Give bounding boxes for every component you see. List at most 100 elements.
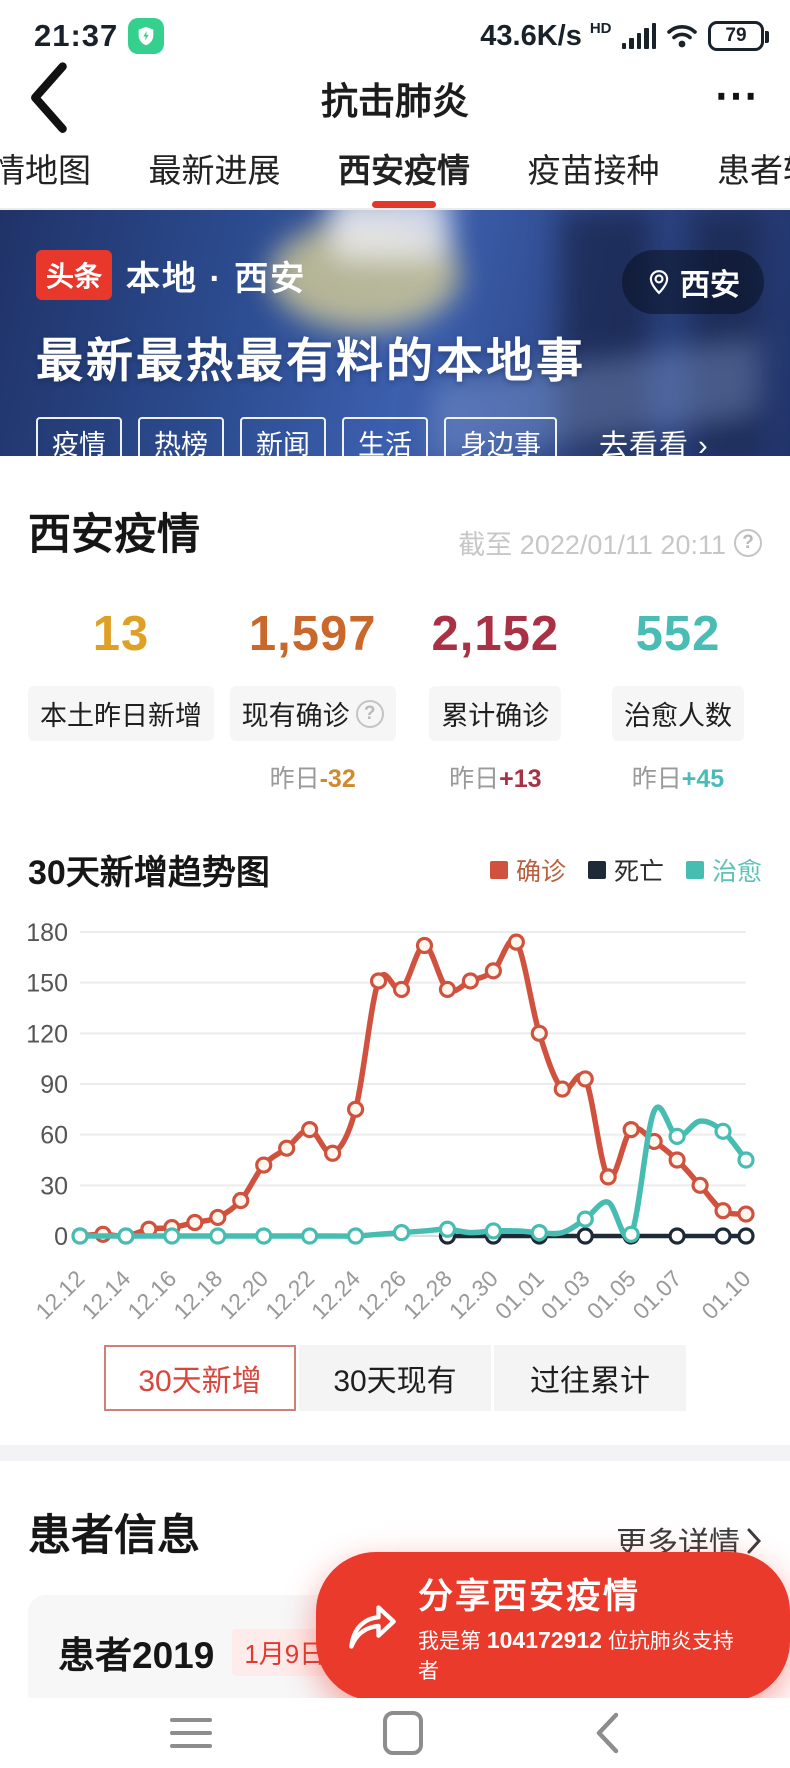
active-tab-underline bbox=[372, 201, 436, 208]
svg-text:01.10: 01.10 bbox=[696, 1265, 755, 1324]
chart-title: 30天新增趋势图 bbox=[28, 854, 270, 892]
svg-text:12.20: 12.20 bbox=[214, 1265, 273, 1324]
nav-back-icon[interactable] bbox=[594, 1712, 620, 1754]
svg-text:01.07: 01.07 bbox=[628, 1265, 687, 1324]
as-of-timestamp: 截至 2022/01/11 20:11 ? bbox=[458, 523, 762, 562]
stat-value: 552 bbox=[635, 607, 721, 661]
status-bar: 21:37 43.6K/s HD 79 bbox=[0, 0, 790, 62]
stat-累计确诊: 2,152 累计确诊昨日+13 bbox=[411, 606, 579, 793]
svg-text:12.24: 12.24 bbox=[306, 1265, 365, 1324]
home-icon[interactable] bbox=[383, 1711, 423, 1755]
stat-value: 13 bbox=[92, 607, 150, 661]
banner-art bbox=[330, 210, 450, 260]
city-pill[interactable]: 西安 bbox=[622, 250, 764, 314]
stat-本土昨日新增: 13 本土昨日新增 bbox=[28, 606, 214, 791]
section-divider bbox=[0, 1445, 790, 1461]
tab-情地图[interactable]: 情地图 bbox=[0, 152, 91, 189]
chart-mode-button-过往累计[interactable]: 过往累计 bbox=[494, 1345, 686, 1411]
svg-text:12.14: 12.14 bbox=[76, 1265, 135, 1324]
stat-label: 现有确诊? bbox=[229, 686, 396, 741]
page-title: 抗击肺炎 bbox=[321, 81, 469, 122]
stat-label: 本土昨日新增 bbox=[28, 686, 214, 741]
wifi-icon bbox=[666, 23, 698, 49]
svg-text:12.18: 12.18 bbox=[168, 1265, 227, 1324]
tab-最新进展[interactable]: 最新进展 bbox=[148, 152, 281, 189]
svg-text:12.26: 12.26 bbox=[352, 1265, 411, 1324]
back-icon[interactable] bbox=[26, 62, 70, 134]
stat-delta: 昨日+13 bbox=[449, 765, 542, 793]
trend-chart-section: 30天新增趋势图 确诊 死亡 治愈 0 30 60 90 120 150 180 12.12 12.… bbox=[0, 817, 790, 1411]
legend-swatch bbox=[587, 860, 606, 879]
svg-text:150: 150 bbox=[28, 970, 68, 998]
svg-text:180: 180 bbox=[28, 919, 68, 947]
chevron-right-icon bbox=[747, 1528, 762, 1553]
chart-mode-button-30天现有[interactable]: 30天现有 bbox=[299, 1345, 491, 1411]
banner-cta[interactable]: 去看看 › bbox=[599, 429, 709, 457]
more-icon[interactable]: ⋯ bbox=[714, 71, 762, 120]
security-shield-icon bbox=[128, 18, 165, 54]
tab-疫苗接种[interactable]: 疫苗接种 bbox=[527, 152, 660, 189]
legend-确诊: 确诊 bbox=[489, 852, 566, 888]
banner-headline: 最新最热最有料的本地事 bbox=[36, 334, 586, 387]
svg-text:12.22: 12.22 bbox=[260, 1265, 319, 1324]
svg-text:120: 120 bbox=[28, 1020, 68, 1048]
hd-icon: HD bbox=[589, 19, 612, 37]
svg-text:12.30: 12.30 bbox=[444, 1265, 503, 1324]
svg-text:01.05: 01.05 bbox=[582, 1265, 641, 1324]
battery-icon: 79 bbox=[708, 21, 769, 51]
share-button-label: 分享西安疫情 bbox=[418, 1577, 641, 1616]
trend-chart[interactable]: 030609012015018012.1212.1412.1612.1812.2… bbox=[26, 902, 762, 1334]
tab-西安疫情[interactable]: 西安疫情 bbox=[338, 144, 470, 208]
tab-bar: 情地图 最新进展 西安疫情 疫苗接种 患者轨 bbox=[0, 134, 790, 210]
legend-swatch bbox=[489, 860, 508, 879]
banner-tag-疫情[interactable]: 疫情 bbox=[36, 417, 122, 456]
stat-现有确诊: 1,597 现有确诊? 昨日-32 bbox=[229, 606, 397, 793]
chart-legend: 确诊 死亡 治愈 bbox=[489, 852, 762, 888]
svg-text:90: 90 bbox=[40, 1071, 68, 1099]
stat-label: 治愈人数 bbox=[611, 686, 744, 741]
svg-text:12.28: 12.28 bbox=[398, 1265, 457, 1324]
legend-治愈: 治愈 bbox=[685, 852, 762, 888]
share-button[interactable]: 分享西安疫情 我是第 104172912 位抗肺炎支持者 bbox=[316, 1552, 790, 1701]
stat-delta: 昨日+45 bbox=[631, 765, 725, 793]
recents-icon[interactable] bbox=[170, 1718, 212, 1748]
local-banner[interactable]: 头条 本地 · 西安 西安 最新最热最有料的本地事 疫情 热榜 新闻 生活 身边事 去看… bbox=[0, 210, 790, 456]
section-title: 西安疫情 bbox=[28, 511, 200, 559]
network-speed: 43.6K/s bbox=[480, 19, 582, 52]
toutiao-logo: 头条 bbox=[36, 250, 113, 300]
banner-tag-身边事[interactable]: 身边事 bbox=[444, 417, 557, 456]
stat-value: 2,152 bbox=[431, 607, 560, 661]
share-button-subtext: 我是第 104172912 位抗肺炎支持者 bbox=[418, 1627, 734, 1683]
question-icon[interactable]: ? bbox=[355, 699, 384, 728]
patient-name: 患者2019 bbox=[58, 1635, 215, 1676]
legend-死亡: 死亡 bbox=[587, 852, 664, 888]
banner-tag-生活[interactable]: 生活 bbox=[342, 417, 428, 456]
svg-text:0: 0 bbox=[54, 1223, 68, 1251]
banner-tag-热榜[interactable]: 热榜 bbox=[138, 417, 224, 456]
stat-value: 1,597 bbox=[248, 607, 377, 661]
banner-location-label: 本地 · 西安 bbox=[126, 259, 307, 298]
banner-tag-新闻[interactable]: 新闻 bbox=[240, 417, 326, 456]
stat-label: 累计确诊 bbox=[429, 686, 562, 741]
svg-text:12.16: 12.16 bbox=[122, 1265, 181, 1324]
android-nav-bar bbox=[0, 1698, 790, 1768]
share-icon bbox=[346, 1603, 398, 1651]
stat-delta: 昨日-32 bbox=[269, 765, 356, 793]
epidemic-stats-section: 西安疫情 截至 2022/01/11 20:11 ? 13 本土昨日新增 1,597… bbox=[0, 456, 790, 817]
svg-text:30: 30 bbox=[40, 1172, 68, 1200]
signal-icon bbox=[621, 23, 656, 49]
location-pin-icon bbox=[649, 270, 669, 295]
question-icon[interactable]: ? bbox=[734, 528, 762, 557]
svg-text:01.03: 01.03 bbox=[536, 1265, 595, 1324]
svg-text:12.12: 12.12 bbox=[30, 1265, 89, 1324]
stat-治愈人数: 552 治愈人数昨日+45 bbox=[594, 606, 762, 793]
tab-患者轨[interactable]: 患者轨 bbox=[717, 152, 790, 189]
chart-mode-button-30天新增[interactable]: 30天新增 bbox=[104, 1345, 296, 1411]
banner-art bbox=[560, 210, 650, 456]
nav-bar: 抗击肺炎 ⋯ bbox=[0, 62, 790, 134]
city-pill-label: 西安 bbox=[680, 269, 740, 302]
legend-swatch bbox=[685, 860, 704, 879]
clock: 21:37 bbox=[34, 18, 119, 53]
section-title: 患者信息 bbox=[28, 1512, 200, 1560]
